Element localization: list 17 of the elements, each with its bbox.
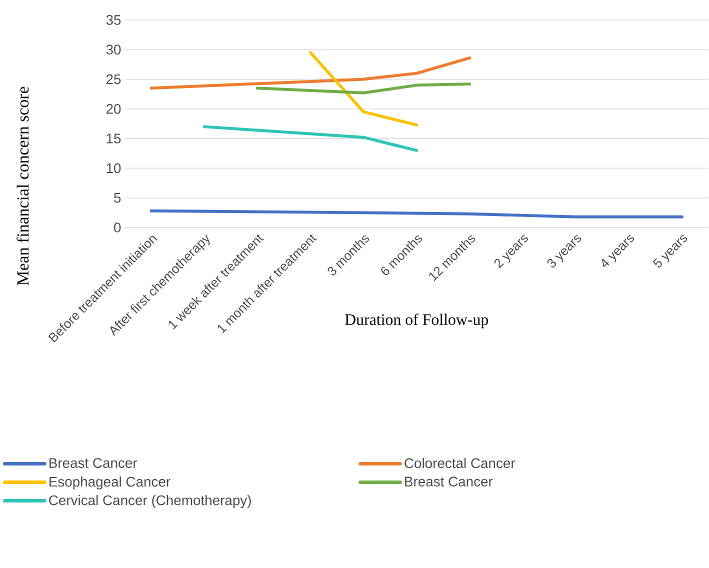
- y-tick-label: 25: [106, 74, 121, 84]
- y-tick-label: 0: [114, 222, 121, 233]
- y-tick-label: 20: [106, 104, 121, 114]
- legend-label: Breast Cancer: [50, 458, 138, 468]
- y-tick-label: 5: [114, 193, 121, 203]
- line-series: [256, 82, 472, 94]
- legend-label: Esophageal Cancer: [50, 476, 170, 490]
- y-tick-label: 10: [106, 163, 121, 174]
- y-tick-label: 35: [106, 15, 121, 25]
- legend-label: Breast Cancer: [405, 476, 493, 487]
- legend-label: Cervical Cancer (Chemotherapy): [49, 495, 251, 508]
- line-series: [150, 56, 472, 90]
- y-tick-label: 15: [106, 134, 121, 144]
- x-axis-title: Duration of Follow-up: [345, 314, 488, 328]
- legend-label: Colorectal Cancer: [404, 458, 516, 468]
- y-tick-label: 30: [106, 44, 121, 55]
- y-axis-title: Mean financial concern score: [16, 86, 29, 286]
